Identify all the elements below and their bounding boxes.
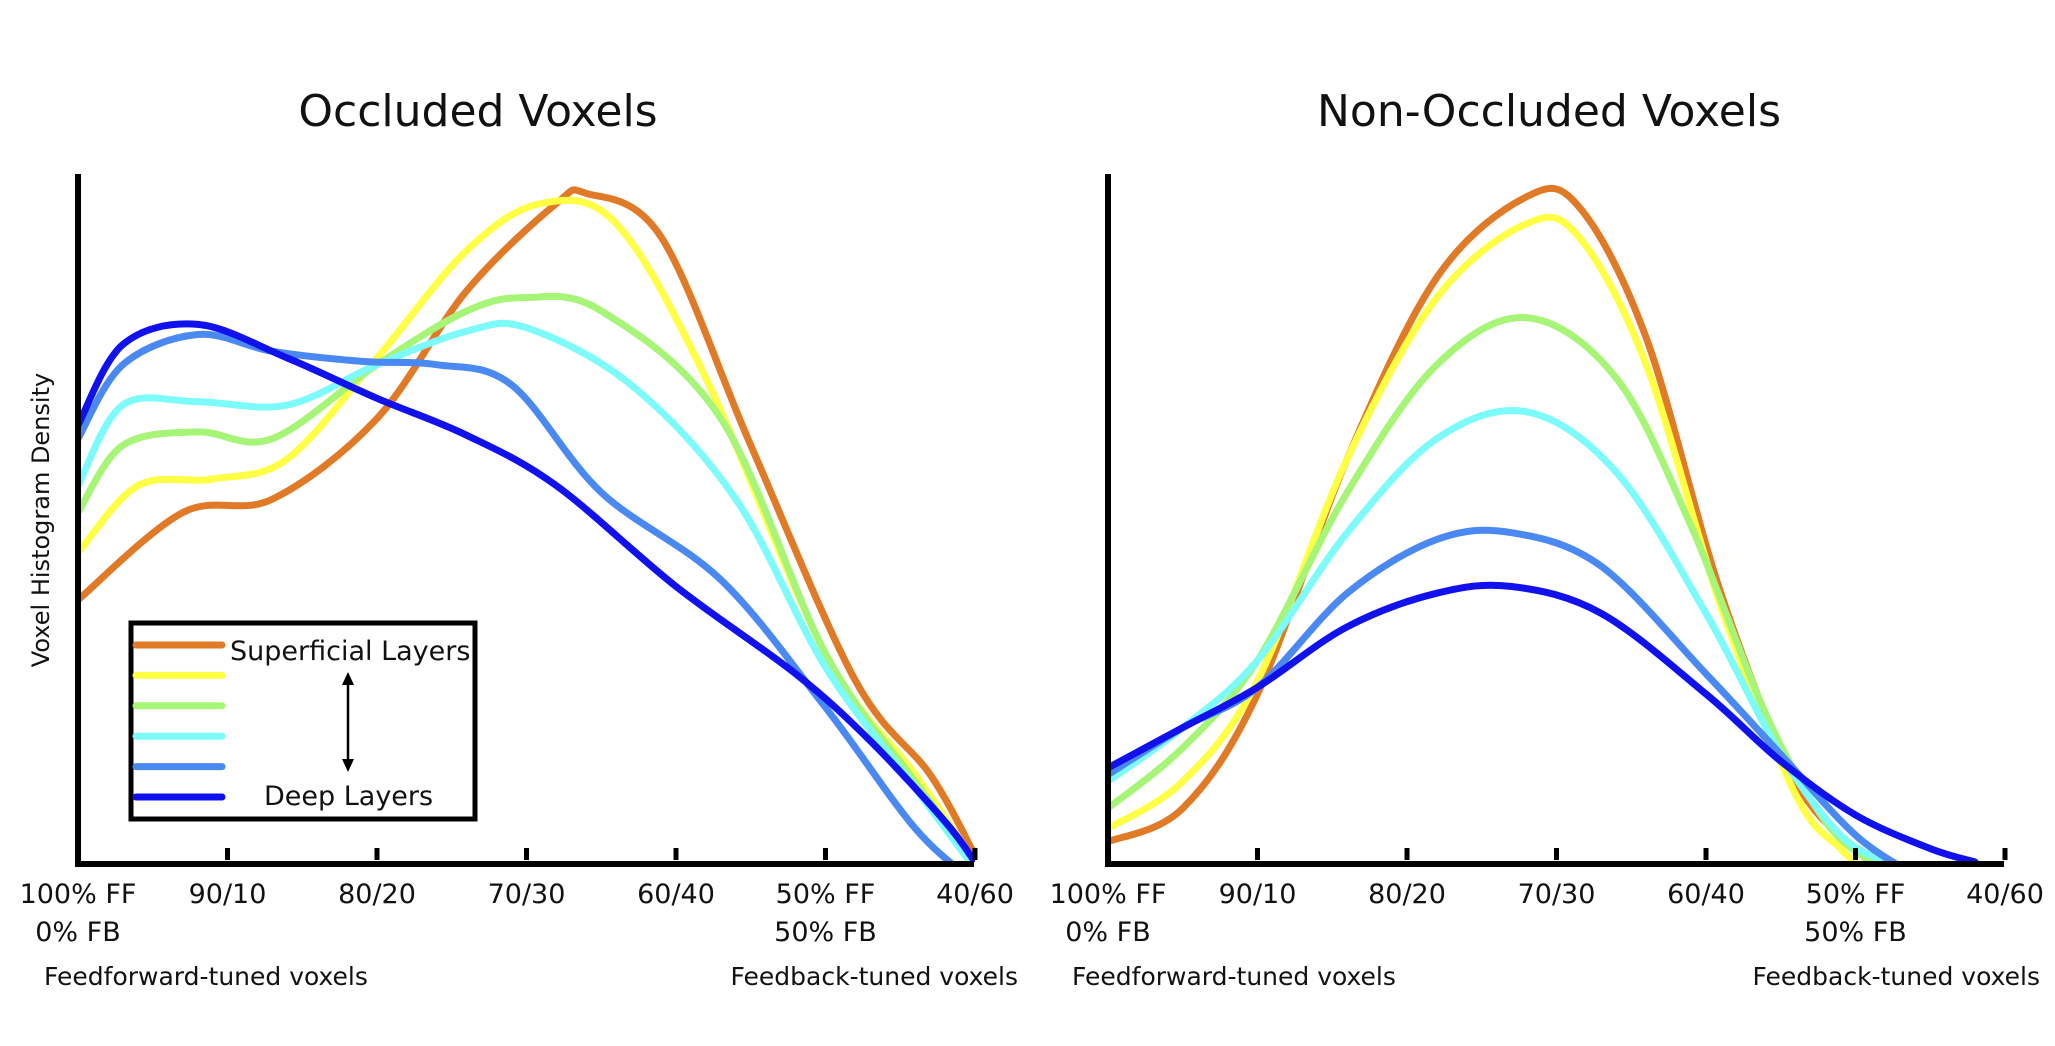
- x-tick-label: 90/10: [189, 879, 267, 910]
- x-tick-label-line2: 0% FB: [1065, 917, 1150, 948]
- x-caption-right: Feedback-tuned voxels: [1753, 962, 2040, 991]
- series-line-6: [1108, 581, 1979, 862]
- x-tick-label: 50% FF: [776, 879, 876, 910]
- legend-box: [128, 620, 478, 822]
- x-ticks: 100% FF 0% FB 90/10 80/20 70/30 60/40 50% FF 50…: [20, 848, 1014, 948]
- x-tick-label: 40/60: [1966, 879, 2044, 910]
- legend: Superficial Layers Deep Layers: [128, 620, 478, 822]
- series-line-6: [78, 320, 975, 862]
- x-tick-label: 80/20: [338, 879, 416, 910]
- x-tick-label: 90/10: [1219, 879, 1297, 910]
- legend-bottom-label: Deep Layers: [264, 781, 433, 812]
- x-tick-label: 100% FF: [1050, 879, 1167, 910]
- x-caption-right: Feedback-tuned voxels: [731, 962, 1018, 991]
- series-layer: [78, 186, 975, 862]
- x-tick-label-line2: 50% FB: [1804, 917, 1907, 948]
- x-ticks: 100% FF 0% FB 90/10 80/20 70/30 60/40 50% FF 50…: [1050, 848, 2044, 948]
- legend-top-label: Superficial Layers: [230, 636, 470, 667]
- series-layer: [1108, 184, 1979, 862]
- chart-title: Non-Occluded Voxels: [1317, 86, 1781, 137]
- x-caption-left: Feedforward-tuned voxels: [44, 962, 368, 991]
- x-tick-label: 80/20: [1368, 879, 1446, 910]
- x-caption-left: Feedforward-tuned voxels: [1072, 962, 1396, 991]
- series-line-3: [78, 292, 975, 862]
- occluded-voxels-chart: Occluded Voxels Voxel Histogram Density …: [20, 86, 1018, 991]
- series-line-5: [78, 330, 956, 862]
- x-tick-label-line2: 0% FB: [35, 917, 120, 948]
- x-tick-label: 60/40: [1667, 879, 1745, 910]
- x-tick-label: 60/40: [637, 879, 715, 910]
- x-tick-label: 40/60: [936, 879, 1014, 910]
- x-tick-label: 70/30: [488, 879, 566, 910]
- x-tick-label: 50% FF: [1806, 879, 1906, 910]
- x-tick-label: 100% FF: [20, 879, 137, 910]
- double-arrow-icon: [342, 672, 354, 772]
- series-line-1: [78, 186, 975, 859]
- x-tick-label-line2: 50% FB: [774, 917, 877, 948]
- x-tick-label: 70/30: [1518, 879, 1596, 910]
- legend-lines: [132, 641, 226, 801]
- chart-title: Occluded Voxels: [298, 86, 657, 137]
- series-line-4: [78, 319, 975, 862]
- y-axis-label: Voxel Histogram Density: [27, 373, 55, 667]
- non-occluded-voxels-chart: Non-Occluded Voxels 100% FF 0% FB 90/10 80/…: [1050, 86, 2044, 991]
